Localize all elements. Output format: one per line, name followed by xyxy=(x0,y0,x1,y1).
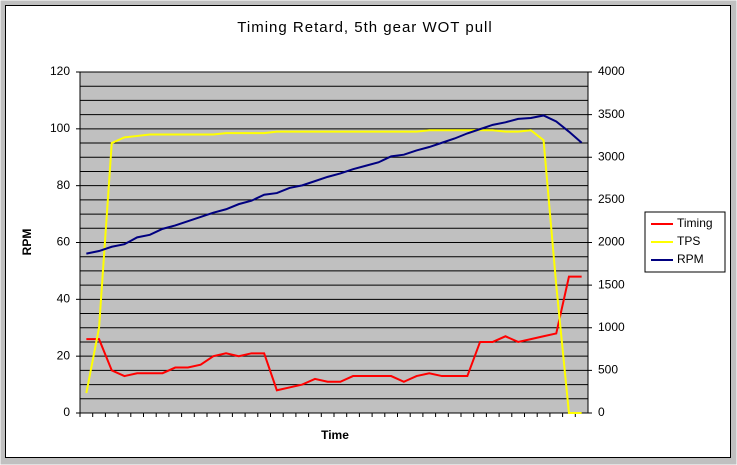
y2-tick-label: 1000 xyxy=(598,320,625,334)
y-tick-label: 0 xyxy=(63,405,70,419)
y-tick-label: 20 xyxy=(57,348,71,362)
y-tick-label: 80 xyxy=(57,178,71,192)
series-line xyxy=(86,275,582,392)
y2-tick-label: 500 xyxy=(598,363,618,377)
y2-tick-label: 0 xyxy=(598,405,605,419)
y-tick-label: 60 xyxy=(57,235,71,249)
y-axis-label: RPM xyxy=(20,229,34,256)
y2-tick-label: 2000 xyxy=(598,235,625,249)
y2-tick-label: 4000 xyxy=(598,64,625,78)
y-tick-label: 120 xyxy=(50,64,70,78)
y2-tick-label: 1500 xyxy=(598,277,625,291)
y-tick-label: 100 xyxy=(50,121,70,135)
series-line xyxy=(86,114,583,255)
chart-title: Timing Retard, 5th gear WOT pull xyxy=(237,19,492,36)
y2-tick-label: 3000 xyxy=(598,149,625,163)
series-line xyxy=(85,129,582,414)
legend-label: Timing xyxy=(677,216,713,230)
y-tick-label: 40 xyxy=(57,292,71,306)
y2-tick-label: 3500 xyxy=(598,107,625,121)
x-axis-label: Time xyxy=(321,428,349,442)
legend-label: TPS xyxy=(677,234,700,248)
y2-tick-label: 2500 xyxy=(598,192,625,206)
legend-label: RPM xyxy=(677,252,704,266)
